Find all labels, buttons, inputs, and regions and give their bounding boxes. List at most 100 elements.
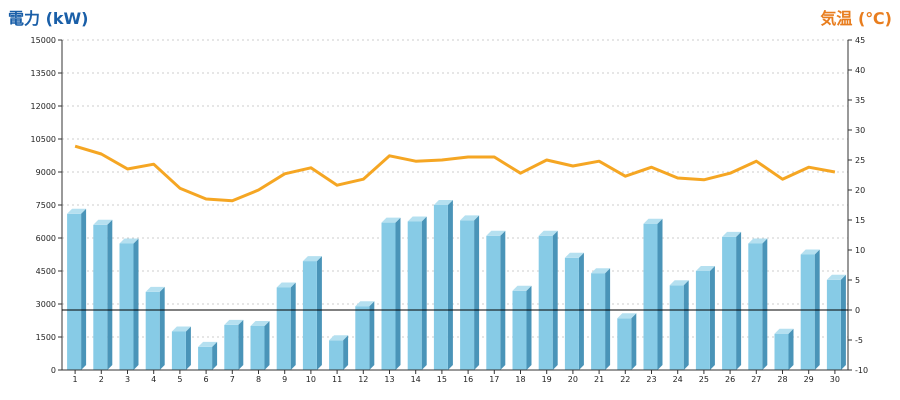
temperature-line <box>74 144 836 203</box>
bar-face <box>93 224 108 370</box>
bar-face <box>407 221 422 370</box>
right-tick-label: 10 <box>855 246 865 255</box>
bar-top <box>329 335 349 341</box>
bar-face <box>355 306 370 370</box>
bar-face <box>302 261 317 370</box>
bar-top <box>748 238 768 244</box>
x-tick-label: 26 <box>725 375 735 384</box>
x-tick-label: 18 <box>515 375 525 384</box>
right-axis-title: 気温 (℃) <box>820 9 892 28</box>
x-tick-label: 13 <box>384 375 394 384</box>
bar <box>643 218 663 370</box>
bar-face <box>695 271 710 370</box>
bar-side <box>133 238 139 370</box>
bar-top <box>564 252 584 258</box>
left-tick-label: 1500 <box>36 333 56 342</box>
x-tick-label: 9 <box>282 375 287 384</box>
bar-face <box>119 243 134 370</box>
bar-face <box>722 236 737 370</box>
bar <box>722 231 742 370</box>
bar-side <box>657 218 663 370</box>
bar <box>591 268 611 370</box>
bar-face <box>250 326 265 370</box>
bar-face <box>329 340 344 370</box>
bar-top <box>198 341 218 347</box>
bar-top <box>433 200 453 205</box>
x-tick-label: 12 <box>358 375 368 384</box>
x-tick-label: 4 <box>151 375 156 384</box>
right-tick-label: -10 <box>855 366 868 375</box>
bar <box>407 216 427 370</box>
bar-top <box>695 266 715 271</box>
bar <box>748 238 768 370</box>
right-tick-label: 40 <box>855 66 865 75</box>
bar <box>224 319 244 370</box>
right-tick-label: 35 <box>855 96 865 105</box>
bar-face <box>564 257 579 370</box>
bar <box>826 274 846 370</box>
right-tick-label: 5 <box>855 276 860 285</box>
bar-side <box>395 217 401 370</box>
left-tick-label: 9000 <box>36 168 56 177</box>
x-tick-label: 29 <box>804 375 814 384</box>
bar <box>329 335 349 370</box>
x-tick-label: 28 <box>777 375 787 384</box>
bar-top <box>224 319 244 325</box>
bar-side <box>605 268 611 370</box>
bar <box>564 252 584 370</box>
bar-face <box>774 333 789 370</box>
power-bars <box>67 200 846 370</box>
bar-top <box>512 285 532 291</box>
x-tick-label: 14 <box>411 375 421 384</box>
bar <box>250 321 270 370</box>
bar-top <box>826 274 846 280</box>
bar-top <box>302 256 322 262</box>
bar-face <box>800 254 815 370</box>
axes: 0 1500 3000 4500 6000 7500 9000 10500 12000 13500… <box>31 36 869 384</box>
bar-top <box>407 216 427 222</box>
bar <box>381 217 401 370</box>
bar-top <box>119 238 139 244</box>
bar-side <box>421 216 427 370</box>
bar-side <box>264 321 270 370</box>
left-tick-label: 7500 <box>36 201 56 210</box>
bar-top <box>486 230 506 236</box>
bar-face <box>224 324 239 370</box>
bar <box>512 285 532 370</box>
bar-side <box>290 282 296 370</box>
bar-face <box>381 222 396 370</box>
bar-face <box>67 213 82 370</box>
x-tick-label: 16 <box>463 375 473 384</box>
x-tick-label: 23 <box>646 375 656 384</box>
bar <box>695 266 715 370</box>
bar-side <box>159 286 165 370</box>
bar-top <box>538 230 558 236</box>
left-tick-label: 6000 <box>36 234 56 243</box>
x-tick-label: 22 <box>620 375 630 384</box>
bar <box>302 256 322 370</box>
bar <box>145 286 165 370</box>
x-tick-label: 21 <box>594 375 604 384</box>
bar-top <box>171 326 191 332</box>
bar-top <box>774 328 794 334</box>
right-tick-label: 20 <box>855 186 865 195</box>
right-tick-label: -5 <box>855 336 863 345</box>
bar-top <box>722 231 742 237</box>
left-tick-label: 3000 <box>36 300 56 309</box>
left-tick-label: 4500 <box>36 267 56 276</box>
bar-top <box>145 286 165 292</box>
bar <box>67 208 87 370</box>
bar-side <box>762 238 768 370</box>
x-tick-label: 24 <box>673 375 683 384</box>
bar <box>198 341 218 370</box>
bar-side <box>185 326 191 370</box>
bar-side <box>683 280 689 370</box>
x-tick-label: 6 <box>204 375 209 384</box>
bar-side <box>709 266 715 370</box>
bar-side <box>578 252 584 370</box>
bar-face <box>643 223 658 370</box>
bar-face <box>826 279 841 370</box>
bar-side <box>81 208 87 370</box>
bar-side <box>631 313 637 370</box>
